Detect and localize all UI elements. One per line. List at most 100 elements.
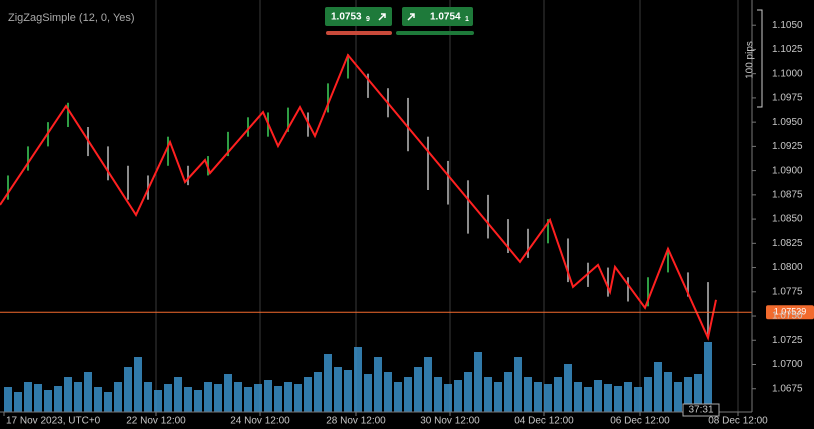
y-tick-label: 1.0700 xyxy=(772,359,803,370)
volume-bar xyxy=(704,342,712,412)
y-tick-label: 1.0925 xyxy=(772,141,803,152)
volume-bar xyxy=(334,367,342,412)
volume-bar xyxy=(304,377,312,412)
y-tick-label: 1.1025 xyxy=(772,44,803,55)
volume-bar xyxy=(484,377,492,412)
volume-bar xyxy=(684,377,692,412)
volume-bar xyxy=(504,372,512,412)
volume-bar xyxy=(184,387,192,412)
volume-bar xyxy=(414,367,422,412)
buy-bg xyxy=(402,7,473,26)
volume-bar xyxy=(394,382,402,412)
y-tick-label: 1.0825 xyxy=(772,238,803,249)
volume-bar xyxy=(134,357,142,412)
y-tick-label: 1.0950 xyxy=(772,117,803,128)
volume-bar xyxy=(54,386,62,412)
volume-bar xyxy=(34,384,42,412)
volume-bar xyxy=(354,347,362,412)
sell-bg xyxy=(325,7,392,26)
volume-bar xyxy=(4,387,12,412)
volume-bar xyxy=(494,382,502,412)
volume-bar xyxy=(664,372,672,412)
volume-bar xyxy=(584,387,592,412)
volume-bar xyxy=(324,354,332,412)
volume-layer xyxy=(4,342,712,412)
buy-button[interactable]: 1.0754 1 xyxy=(396,7,474,35)
volume-bar xyxy=(694,374,702,412)
sell-button[interactable]: 1.0753 9 xyxy=(325,7,392,35)
x-tick-label: 17 Nov 2023, UTC+0 xyxy=(6,416,101,427)
volume-bar xyxy=(554,377,562,412)
volume-bar xyxy=(454,380,462,412)
buy-price: 1.0754 xyxy=(430,12,461,23)
volume-bar xyxy=(124,367,132,412)
zigzag-line xyxy=(0,53,717,341)
volume-bar xyxy=(44,390,52,412)
foreground: 1.07539 xyxy=(0,53,814,341)
volume-bar xyxy=(544,384,552,412)
sell-pip: 9 xyxy=(366,16,370,23)
volume-bar xyxy=(254,384,262,412)
indicator-label: ZigZagSimple (12, 0, Yes) xyxy=(8,12,135,24)
volume-bar xyxy=(94,387,102,412)
volume-bar xyxy=(594,380,602,412)
volume-bar xyxy=(644,377,652,412)
volume-bar xyxy=(274,386,282,412)
volume-bar xyxy=(214,384,222,412)
volume-bar xyxy=(104,392,112,412)
volume-bar xyxy=(74,382,82,412)
volume-bar xyxy=(344,370,352,412)
volume-bar xyxy=(314,372,322,412)
pips-label: 100 pips xyxy=(745,41,756,79)
buy-bar xyxy=(396,31,474,35)
buy-icon xyxy=(407,13,415,21)
sell-price: 1.0753 xyxy=(331,12,362,23)
y-tick-label: 1.0900 xyxy=(772,165,803,176)
volume-bar xyxy=(364,374,372,412)
countdown-box xyxy=(682,403,720,417)
y-tick-label: 1.0800 xyxy=(772,262,803,273)
volume-bar xyxy=(194,390,202,412)
volume-bar xyxy=(164,384,172,412)
volume-bar xyxy=(24,382,32,412)
volume-bar xyxy=(534,382,542,412)
volume-bar xyxy=(374,357,382,412)
volume-bar xyxy=(624,382,632,412)
x-tick-label: 04 Dec 12:00 xyxy=(514,416,574,427)
volume-bar xyxy=(524,377,532,412)
volume-bar xyxy=(204,382,212,412)
buy-pip: 1 xyxy=(465,16,469,23)
y-tick-label: 1.0725 xyxy=(772,335,803,346)
volume-bar xyxy=(174,377,182,412)
volume-bar xyxy=(474,352,482,412)
countdown: 37:31 xyxy=(688,405,713,416)
y-tick-label: 1.0750 xyxy=(772,311,803,322)
sell-icon xyxy=(378,13,386,21)
y-tick-label: 1.0775 xyxy=(772,286,803,297)
y-tick-label: 1.1000 xyxy=(772,68,803,79)
x-tick-label: 22 Nov 12:00 xyxy=(126,416,186,427)
volume-bar xyxy=(384,372,392,412)
volume-bar xyxy=(614,386,622,412)
y-tick-label: 1.1050 xyxy=(772,20,803,31)
volume-bar xyxy=(284,382,292,412)
x-tick-label: 08 Dec 12:00 xyxy=(708,416,768,427)
volume-bar xyxy=(604,384,612,412)
volume-bar xyxy=(244,387,252,412)
y-tick-label: 1.0675 xyxy=(772,383,803,394)
x-tick-label: 06 Dec 12:00 xyxy=(610,416,670,427)
last-price-box xyxy=(766,305,814,320)
volume-bar xyxy=(464,372,472,412)
price-bars xyxy=(7,54,709,336)
volume-bar xyxy=(674,382,682,412)
y-tick-label: 1.0850 xyxy=(772,214,803,225)
volume-bar xyxy=(264,380,272,412)
volume-bar xyxy=(144,382,152,412)
volume-bar xyxy=(154,390,162,412)
grid xyxy=(155,0,739,412)
last-price-label: 1.07539 xyxy=(774,307,807,317)
volume-bar xyxy=(64,377,72,412)
x-tick-label: 28 Nov 12:00 xyxy=(326,416,386,427)
volume-bar xyxy=(634,387,642,412)
y-tick-label: 1.0875 xyxy=(772,189,803,200)
